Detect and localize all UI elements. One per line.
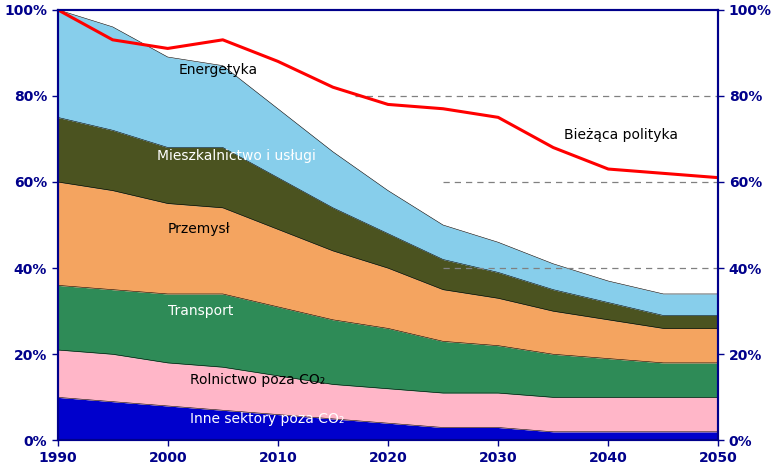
Text: Rolnictwo poza CO₂: Rolnictwo poza CO₂	[190, 373, 325, 387]
Text: Mieszkalnictwo i usługi: Mieszkalnictwo i usługi	[157, 149, 316, 163]
Text: Transport: Transport	[168, 304, 233, 318]
Text: Energetyka: Energetyka	[178, 63, 258, 77]
Text: Inne sektory poza CO₂: Inne sektory poza CO₂	[190, 412, 344, 426]
Text: Przemysł: Przemysł	[168, 222, 230, 236]
Text: Bieżąca polityka: Bieżąca polityka	[564, 128, 678, 142]
